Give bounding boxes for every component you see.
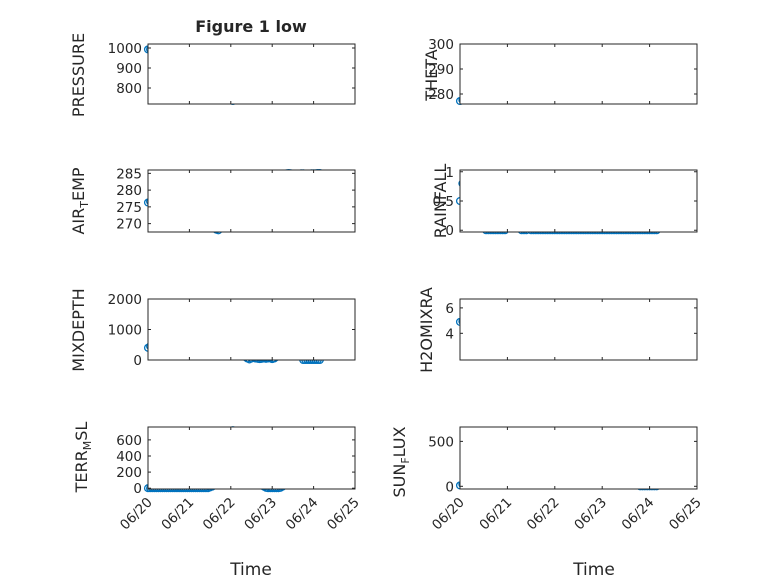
airtemp-ylabel-rest: EMP [69, 167, 88, 201]
terrmsl-ylabel-rest: SL [72, 422, 91, 441]
terrmsl-ytick-label: 400 [116, 449, 142, 465]
theta-axes: THETA 280 290 300 [422, 37, 698, 106]
sunflux-ylabel: SUNFLUX [390, 426, 412, 497]
rainfall-ytick-label: 0.5 [433, 194, 454, 210]
h2omixra-ylabel: H2OMIXRA [417, 287, 436, 373]
x-axis-label-left: Time [229, 560, 272, 580]
airtemp-axes-frame [147, 169, 356, 233]
terrmsl-ylabel-main: TERR [72, 450, 91, 493]
terrmsl-ytick-label: 600 [116, 433, 142, 449]
sunflux-axes-frame [459, 426, 698, 490]
mixdepth-ylabel: MIXDEPTH [69, 288, 88, 371]
theta-ylabel: THETA [422, 49, 441, 101]
terrmsl-ylabel-sub: M [81, 441, 94, 451]
theta-ytick-label: 290 [428, 62, 454, 78]
h2omixra-ytick-label: 4 [445, 326, 454, 342]
airtemp-ytick-label: 270 [116, 217, 142, 233]
terrmsl-ylabel: TERRMSL [72, 422, 94, 494]
pressure-ytick-label: 800 [116, 81, 142, 97]
theta-ytick-label: 280 [428, 87, 454, 103]
pressure-axes-frame [147, 43, 356, 105]
terrmsl-ytick-label: 200 [116, 465, 142, 481]
rainfall-axes-frame [459, 169, 698, 233]
airtemp-ylabel-sub: T [78, 201, 91, 209]
h2omixra-ytick-label: 6 [445, 301, 454, 317]
sunflux-ytick-label: 0 [445, 479, 454, 495]
theta-ytick-label: 300 [428, 37, 454, 53]
mixdepth-axes: MIXDEPTH 0 1000 2000 [69, 288, 356, 372]
rainfall-ytick-label: 0 [445, 223, 454, 239]
pressure-ytick-label: 1000 [108, 41, 142, 57]
rainfall-ylabel: RAINFALL [431, 164, 450, 239]
theta-axes-frame [459, 43, 698, 105]
mixdepth-axes-frame [147, 298, 356, 361]
h2omixra-axes: H2OMIXRA 4 6 [417, 287, 698, 373]
airtemp-ytick-label: 280 [116, 183, 142, 199]
airtemp-ytick-label: 285 [116, 166, 142, 182]
rainfall-ytick-label: 1 [445, 165, 454, 181]
h2omixra-axes-frame [459, 298, 698, 361]
mixdepth-ytick-label: 1000 [108, 323, 142, 339]
airtemp-ytick-label: 275 [116, 200, 142, 216]
pressure-ytick-label: 900 [116, 61, 142, 77]
sunflux-ylabel-sub: F [399, 457, 412, 463]
sunflux-ylabel-main: SUN [390, 464, 409, 498]
pressure-ylabel: PRESSURE [69, 33, 88, 117]
terrmsl-axes-frame [147, 426, 356, 490]
terrmsl-ytick-label: 0 [133, 481, 142, 497]
airtemp-ylabel: AIRTEMP [69, 167, 91, 234]
sunflux-ytick-label: 500 [428, 434, 454, 450]
chart-title: Figure 1 low [195, 17, 307, 36]
airtemp-ylabel-main: AIR [69, 208, 88, 235]
pressure-axes: PRESSURE 800 900 1000 [69, 33, 356, 117]
sunflux-ylabel-rest: LUX [390, 426, 409, 457]
x-axis-label-right: Time [572, 560, 615, 580]
rainfall-axes: RAINFALL 0 0.5 1 [431, 164, 698, 239]
mixdepth-ytick-label: 2000 [108, 292, 142, 308]
mixdepth-ytick-label: 0 [133, 353, 142, 369]
